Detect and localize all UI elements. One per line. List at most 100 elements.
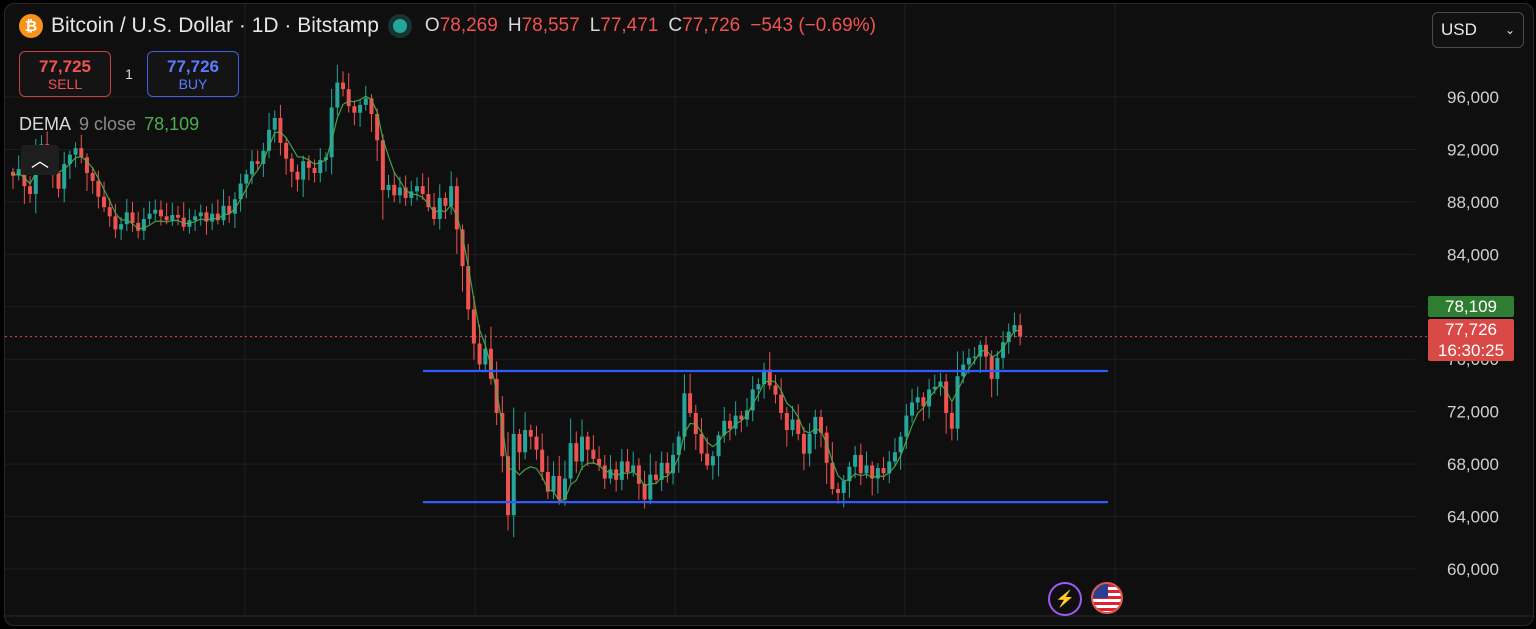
y-tick-label: 88,000 [1447, 193, 1499, 212]
close-value: 77,726 [682, 15, 741, 36]
candle-body [750, 389, 755, 411]
candle-body [420, 186, 425, 195]
candle-body [153, 209, 158, 214]
candle-body [460, 229, 465, 267]
low-label: L [589, 15, 601, 36]
dema-price-tag: 78,109 [1428, 296, 1514, 317]
ohlc-values: O78,269 H78,557 L77,471 C77,726 −543 (−0… [425, 15, 876, 37]
candle-body [870, 465, 875, 479]
candle-body [898, 436, 903, 453]
candle-body [642, 483, 647, 500]
candle-body [380, 140, 385, 191]
candle-body [255, 161, 260, 164]
market-status-icon [392, 19, 407, 33]
candle-body [671, 454, 676, 474]
candle-body [585, 436, 590, 450]
candle-body [56, 173, 61, 189]
y-tick-label: 60,000 [1447, 560, 1499, 579]
spread-value: 1 [125, 66, 133, 82]
candlestick-chart[interactable]: 96,00092,00088,00084,00080,00076,00072,0… [5, 4, 1534, 626]
chart-header: ₿ Bitcoin / U.S. Dollar · 1D · Bitstamp … [19, 14, 876, 38]
indicator-legend[interactable]: DEMA 9 close 78,109 [19, 114, 199, 135]
candle-body [193, 216, 198, 221]
candle-body [96, 180, 101, 197]
candle-body [318, 159, 323, 174]
candle-body [352, 106, 357, 113]
currency-value: USD [1441, 20, 1477, 39]
candle-body [972, 356, 977, 358]
candle-body [28, 186, 33, 195]
candle-body [483, 348, 488, 365]
candle-body [289, 158, 294, 172]
candle-body [688, 393, 693, 413]
candle-body [392, 184, 397, 196]
candle-body [249, 161, 254, 175]
candle-body [858, 454, 863, 474]
candle-body [591, 449, 596, 459]
candle-body [346, 89, 351, 107]
candle-body [477, 343, 482, 365]
candle-body [62, 163, 67, 189]
last-price-value: 77,726 [1445, 320, 1497, 339]
sell-button[interactable]: 77,725 SELL [19, 51, 111, 97]
candle-body [659, 462, 664, 480]
candle-body [574, 443, 579, 462]
open-value: 78,269 [439, 15, 498, 36]
candle-body [807, 433, 812, 454]
candle-body [904, 415, 909, 437]
currency-select[interactable]: USD ⌄ [1432, 12, 1524, 48]
candle-body [147, 213, 152, 219]
candle-body [494, 378, 499, 413]
candle-body [329, 107, 334, 158]
candle-body [369, 98, 374, 115]
candle-body [910, 402, 915, 416]
candle-body [693, 412, 698, 434]
candle-body [261, 150, 266, 164]
candle-body [847, 466, 852, 482]
buy-button[interactable]: 77,726 BUY [147, 51, 239, 97]
candle-body [181, 217, 186, 227]
candle-body [272, 117, 277, 130]
chevron-up-icon[interactable]: ︿ [21, 145, 59, 175]
candle-body [1012, 325, 1017, 332]
candle-body [432, 207, 437, 219]
candle-body [204, 212, 209, 222]
candle-body [921, 397, 926, 407]
candle-body [841, 481, 846, 493]
candle-body [375, 114, 380, 141]
candle-body [887, 461, 892, 474]
lightning-icon[interactable]: ⚡ [1048, 582, 1082, 616]
candle-body [557, 475, 562, 500]
candle-body [79, 148, 84, 158]
change-value: −543 (−0.69%) [750, 15, 876, 36]
candle-body [278, 117, 283, 143]
candle-body [312, 167, 317, 174]
candle-body [784, 412, 789, 431]
symbol-title[interactable]: Bitcoin / U.S. Dollar · 1D · Bitstamp [51, 14, 379, 37]
candle-body [836, 489, 841, 493]
candle-body [426, 194, 431, 208]
candle-body [540, 449, 545, 472]
candle-body [136, 222, 141, 231]
candle-body [790, 419, 795, 431]
candle-body [648, 474, 653, 500]
candle-body [966, 357, 971, 365]
candle-body [443, 197, 448, 206]
candle-body [830, 462, 835, 490]
candle-body [176, 215, 181, 218]
us-flag-icon[interactable] [1091, 582, 1123, 614]
close-label: C [668, 15, 683, 36]
candle-body [580, 436, 584, 462]
candle-body [562, 478, 567, 500]
candle-body [397, 187, 402, 196]
candle-body [301, 161, 306, 180]
candle-body [511, 433, 516, 516]
y-tick-label: 92,000 [1447, 140, 1499, 159]
candle-body [358, 104, 363, 113]
candle-body [710, 456, 715, 466]
candle-body [67, 154, 72, 164]
last-price-tag: 77,726 16:30:25 [1428, 319, 1514, 361]
candle-body [284, 142, 289, 159]
candle-body [813, 416, 818, 434]
candle-body [119, 224, 124, 230]
